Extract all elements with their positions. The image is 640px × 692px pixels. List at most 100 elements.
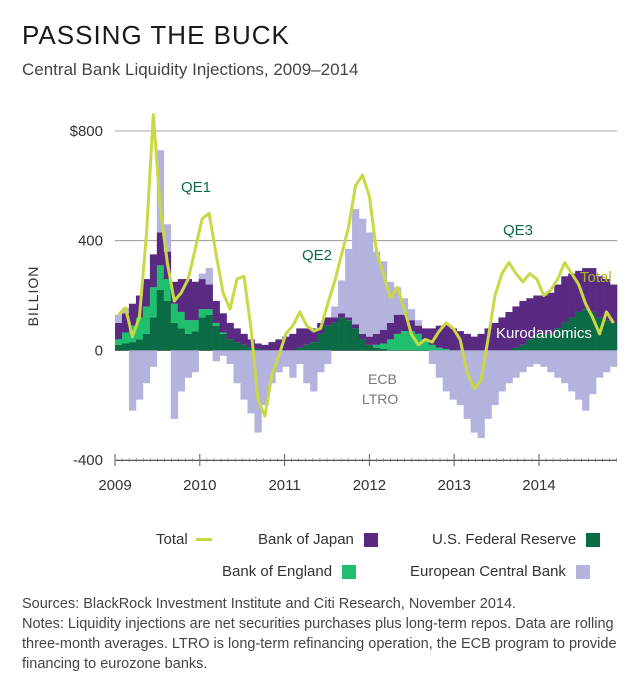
bar-fed	[345, 320, 353, 351]
bar-ecb	[442, 350, 450, 392]
bar-fed	[296, 347, 304, 351]
bar-fed	[379, 348, 388, 351]
bar-boj	[128, 303, 137, 326]
bar-boj	[177, 279, 186, 312]
bar-boj	[470, 336, 478, 351]
bar-boj	[463, 333, 471, 351]
bar-boe	[442, 348, 450, 351]
bar-boj	[582, 268, 590, 310]
legend-item-ecb: European Central Bank	[410, 563, 590, 580]
bar-fed	[240, 344, 248, 351]
bar-ecb	[289, 350, 297, 378]
bar-fed	[610, 322, 618, 351]
bar-boe	[386, 339, 395, 351]
legend-item-total: Total	[156, 531, 212, 548]
bar-ecb	[519, 350, 527, 373]
bar-ecb	[338, 280, 346, 314]
bar-fed	[156, 290, 165, 351]
bar-boj	[498, 317, 506, 351]
bar-fed	[338, 317, 346, 351]
bar-ecb	[372, 251, 381, 334]
bar-boe	[393, 333, 402, 351]
bar-boe	[435, 347, 443, 351]
bar-boe	[142, 306, 151, 334]
bar-ecb	[603, 350, 611, 373]
bar-fed	[603, 320, 611, 351]
bar-boj	[379, 329, 388, 344]
legend-swatch-boe	[342, 564, 357, 579]
bar-boj	[282, 336, 290, 351]
bar-boj	[519, 300, 527, 345]
bar-ecb	[170, 350, 179, 419]
bar-ecb	[163, 224, 172, 252]
bar-boj	[296, 328, 304, 348]
bar-ecb	[554, 350, 562, 378]
bar-boe	[400, 331, 409, 351]
bar-boj	[393, 314, 402, 334]
bar-ecb	[240, 350, 248, 400]
annotation-qe3: QE3	[503, 222, 533, 239]
bar-ecb	[470, 350, 478, 433]
bar-fed	[135, 339, 144, 351]
total-line-layer	[117, 113, 615, 418]
legend-label-boe: Bank of England	[222, 563, 333, 580]
annotation-ltro: LTRO	[362, 391, 398, 407]
bar-fed	[568, 317, 576, 351]
bar-ecb	[526, 350, 534, 367]
bar-boj	[191, 281, 199, 321]
bar-boj	[435, 325, 443, 348]
bar-ecb	[589, 350, 597, 395]
bar-ecb	[212, 350, 220, 362]
y-tick-label: 0	[95, 342, 103, 359]
bar-ecb	[282, 350, 290, 367]
chart-plot: -400 0 400 $800 BILLION 2009 2010 2011 2012 2013 2…	[25, 113, 618, 494]
bar-ecb	[610, 350, 618, 367]
legend-swatch-total	[195, 538, 212, 541]
x-tick-label: 2014	[522, 477, 555, 494]
bar-ecb	[533, 350, 541, 365]
bar-fed	[233, 342, 241, 351]
bar-ecb	[317, 350, 325, 373]
bar-fed	[254, 348, 262, 351]
annotation-qe2: QE2	[302, 247, 332, 264]
bar-ecb	[198, 273, 206, 280]
bar-fed	[115, 344, 123, 351]
legend-item-fed: U.S. Federal Reserve	[432, 531, 601, 548]
bar-boj	[428, 328, 437, 345]
bar-ecb	[575, 350, 583, 400]
bar-boj	[303, 328, 311, 345]
bar-fed	[547, 333, 555, 351]
bar-boe	[184, 320, 192, 334]
bar-boj	[359, 333, 367, 340]
bar-boe	[177, 311, 186, 329]
bar-ecb	[177, 350, 186, 392]
bar-boe	[428, 344, 437, 351]
bar-boj	[372, 333, 381, 345]
legend: Total Bank of Japan U.S. Federal Reserve…	[0, 525, 640, 585]
bar-ecb	[184, 350, 192, 378]
bar-fed	[163, 300, 172, 351]
bar-ecb	[226, 350, 234, 365]
annotation-kurodanomics: Kurodanomics	[496, 325, 592, 342]
bar-boj	[268, 342, 276, 351]
bar-ecb	[205, 268, 213, 285]
bar-boj	[261, 344, 269, 351]
bar-ecb	[268, 350, 276, 384]
bar-fed	[554, 328, 562, 351]
bar-ecb	[505, 350, 513, 384]
bar-boj	[589, 268, 597, 312]
bar-boe	[407, 331, 416, 351]
bar-boj	[596, 276, 604, 318]
bar-fed	[247, 347, 255, 351]
bar-fed	[142, 333, 151, 351]
bar-fed	[219, 333, 227, 351]
bar-ecb	[449, 350, 457, 400]
bar-boe	[115, 339, 123, 345]
bar-fed	[121, 343, 130, 351]
bar-boe	[372, 344, 381, 348]
legend-label-boj: Bank of Japan	[258, 531, 354, 548]
bar-boj	[547, 292, 555, 334]
bar-boe	[149, 287, 158, 318]
bar-boj	[338, 313, 346, 318]
footnote-notes: Notes: Liquidity injections are net secu…	[22, 616, 617, 672]
